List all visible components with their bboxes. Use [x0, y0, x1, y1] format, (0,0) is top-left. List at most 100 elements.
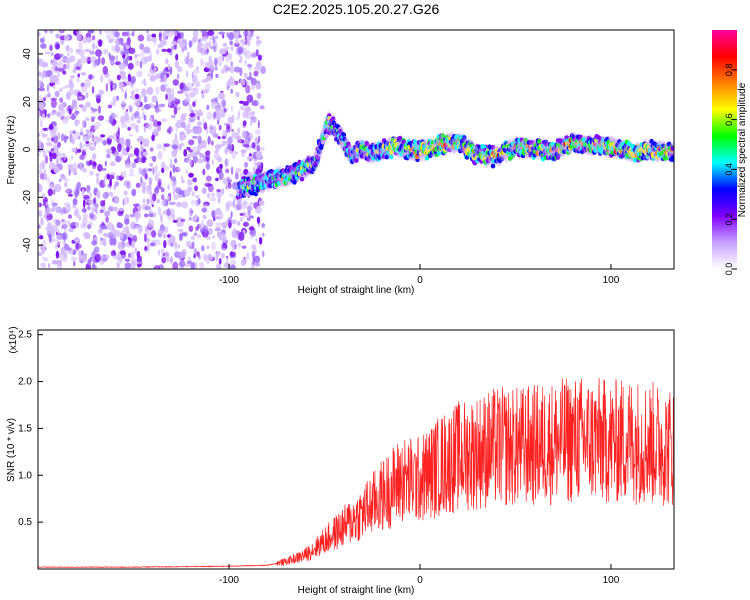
noise-blob — [221, 188, 225, 195]
noise-blob — [110, 80, 113, 85]
noise-blob — [167, 93, 175, 103]
noise-blob — [117, 258, 122, 262]
noise-blob — [79, 49, 85, 57]
noise-blob — [251, 244, 257, 251]
noise-blob — [152, 155, 157, 163]
noise-blob — [130, 251, 135, 259]
noise-blob — [88, 191, 92, 199]
noise-blob — [61, 133, 65, 142]
noise-blob — [127, 236, 131, 241]
noise-blob — [93, 207, 96, 212]
noise-blob — [166, 195, 171, 200]
noise-blob — [55, 43, 60, 50]
noise-blob — [43, 97, 47, 102]
noise-blob — [140, 176, 143, 184]
noise-blob — [144, 246, 148, 251]
spectrogram-ytick-label: 0 — [22, 146, 33, 152]
noise-blob — [123, 183, 127, 187]
noise-blob — [165, 73, 169, 78]
noise-blob — [261, 223, 265, 228]
noise-blob — [84, 101, 91, 108]
noise-blob — [249, 230, 254, 235]
spectrogram-xtick-label: 100 — [603, 275, 620, 286]
noise-blob — [125, 138, 131, 148]
noise-blob — [105, 82, 108, 92]
noise-blob — [135, 116, 142, 120]
noise-blob — [193, 248, 198, 256]
noise-blob — [62, 176, 67, 181]
noise-blob — [196, 233, 202, 239]
noise-blob — [225, 54, 229, 63]
noise-blob — [138, 167, 143, 175]
noise-blob — [167, 64, 171, 71]
noise-blob — [170, 242, 174, 247]
noise-blob — [101, 254, 104, 259]
noise-blob — [213, 111, 217, 118]
noise-blob — [51, 260, 58, 265]
noise-blob — [218, 124, 222, 131]
noise-blob — [218, 31, 226, 35]
noise-blob — [46, 216, 50, 222]
noise-blob — [70, 222, 73, 230]
noise-blob — [255, 205, 262, 214]
noise-blob — [134, 247, 138, 254]
noise-blob — [56, 234, 63, 240]
noise-blob — [180, 114, 186, 122]
noise-blob — [48, 162, 55, 170]
noise-blob — [67, 52, 70, 57]
noise-blob — [239, 100, 244, 104]
ridge-blob — [320, 139, 325, 145]
noise-blob — [180, 32, 184, 39]
noise-blob — [132, 261, 138, 266]
noise-blob — [115, 45, 121, 53]
noise-blob — [155, 86, 160, 95]
ridge-blob — [283, 180, 288, 186]
noise-blob — [246, 94, 254, 103]
noise-blob — [179, 251, 186, 259]
noise-blob — [236, 201, 243, 211]
noise-blob — [125, 41, 130, 46]
noise-blob — [141, 104, 145, 112]
noise-blob — [164, 83, 167, 89]
noise-blob — [126, 30, 130, 37]
noise-blob — [39, 82, 42, 87]
noise-blob — [116, 95, 119, 101]
noise-blob — [133, 203, 140, 207]
noise-blob — [52, 84, 56, 90]
noise-blob — [196, 121, 203, 127]
noise-blob — [171, 163, 174, 171]
spectrogram-ytick-label: -20 — [22, 190, 33, 205]
noise-blob — [252, 257, 255, 266]
noise-blob — [93, 246, 100, 253]
noise-blob — [177, 38, 182, 45]
noise-blob — [216, 189, 221, 193]
noise-blob — [108, 174, 115, 180]
noise-blob — [118, 81, 125, 90]
noise-blob — [100, 134, 106, 138]
noise-blob — [75, 110, 80, 115]
noise-blob — [87, 258, 92, 266]
noise-blob — [110, 192, 114, 198]
noise-blob — [76, 32, 82, 41]
noise-blob — [71, 155, 74, 160]
noise-blob — [255, 150, 263, 160]
snr-xtick-label: -100 — [219, 575, 239, 586]
noise-blob — [247, 39, 251, 47]
noise-blob — [237, 46, 244, 55]
noise-blob — [77, 73, 80, 78]
noise-blob — [188, 149, 193, 153]
ridge-blob — [436, 150, 442, 156]
noise-blob — [126, 181, 130, 189]
noise-blob — [215, 207, 222, 216]
noise-blob — [229, 251, 236, 257]
noise-blob — [89, 50, 95, 55]
noise-blob — [55, 243, 57, 250]
noise-blob — [200, 30, 207, 34]
noise-blob — [137, 157, 143, 163]
noise-blob — [151, 33, 157, 38]
noise-blob — [106, 33, 112, 40]
noise-blob — [207, 30, 215, 36]
noise-blob — [247, 63, 253, 68]
noise-blob — [38, 71, 42, 77]
noise-blob — [193, 232, 197, 236]
